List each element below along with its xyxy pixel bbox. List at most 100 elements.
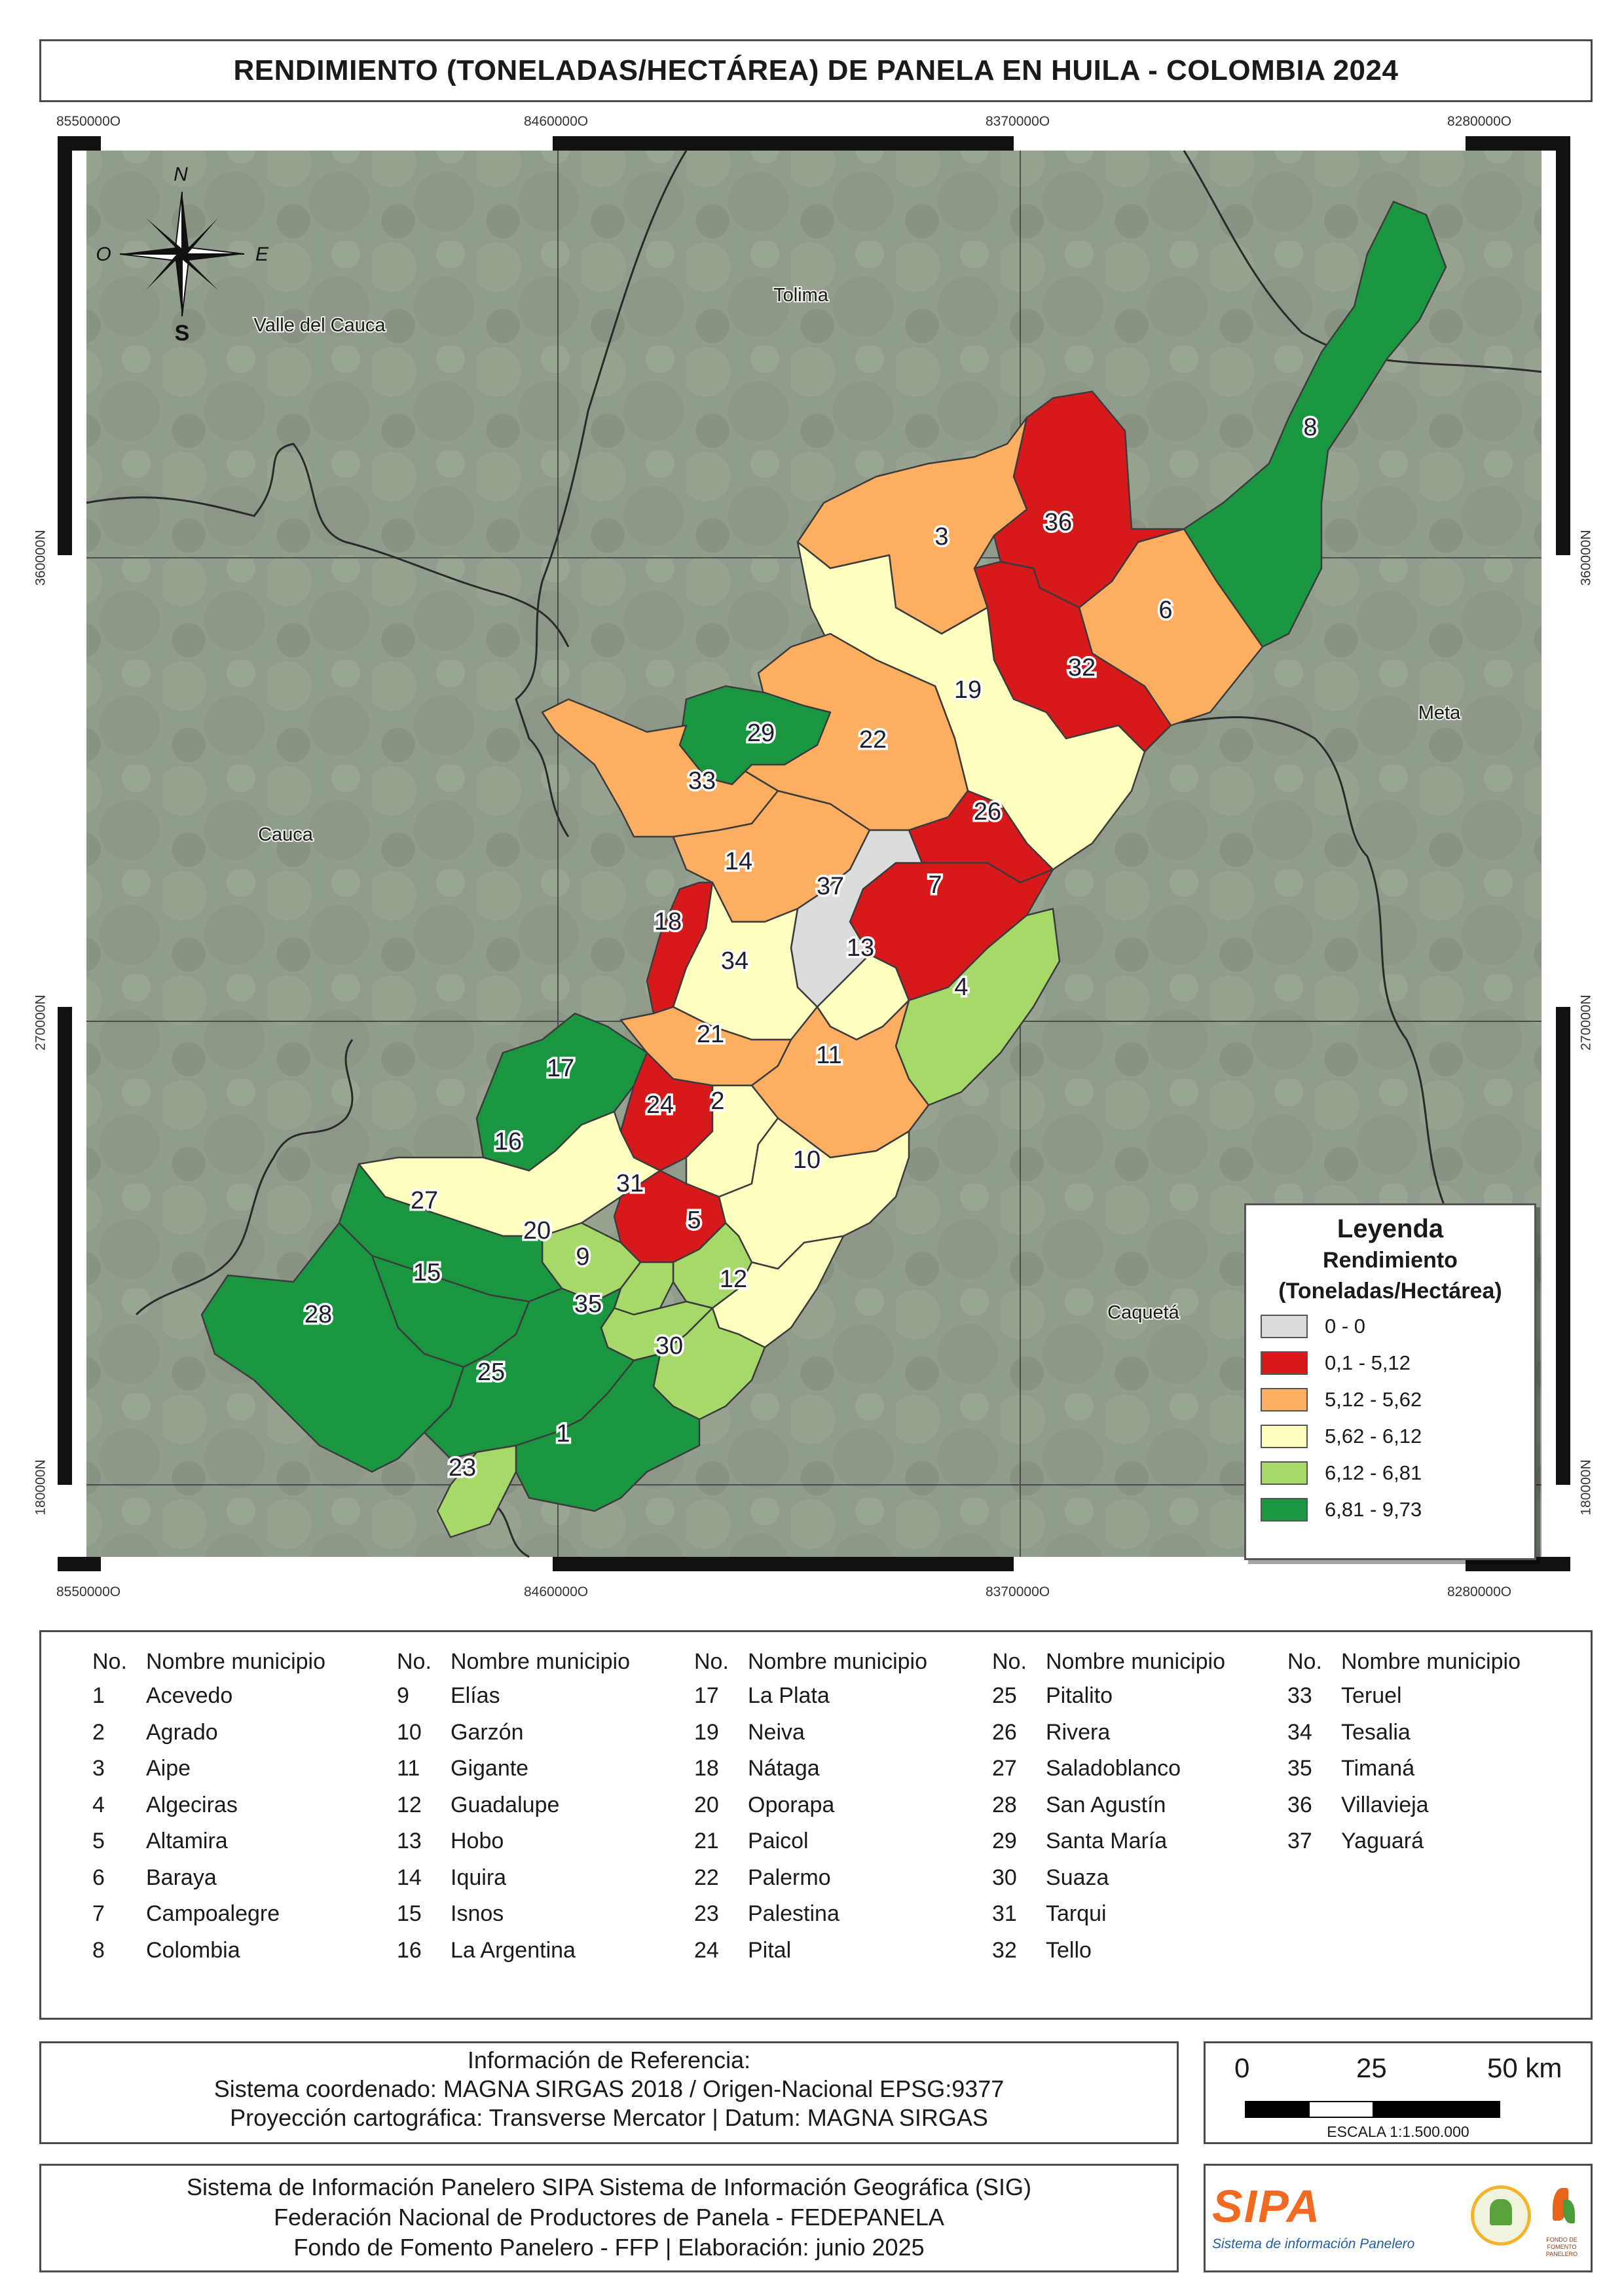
table-row: 3 Aipe bbox=[92, 1756, 191, 1781]
coord-top-2: 8460000O bbox=[524, 114, 589, 129]
dept-label-tolima: Tolima bbox=[773, 285, 829, 306]
label-14: 14 bbox=[725, 848, 752, 875]
table-header: No. Nombre municipio bbox=[694, 1649, 927, 1674]
table-column-1: No. Nombre municipio 1 Acevedo 2 Agrado 3 Ai… bbox=[92, 1645, 325, 1969]
table-row: 17 La Plata bbox=[694, 1683, 830, 1709]
table-row: 22 Palermo bbox=[694, 1865, 831, 1890]
label-25: 25 bbox=[477, 1358, 505, 1386]
coord-bottom-3: 8370000O bbox=[986, 1584, 1050, 1599]
coord-top-4: 8280000O bbox=[1447, 114, 1512, 129]
scale-bar: 0 25 50 km ESCALA 1:1.500.000 bbox=[1204, 2041, 1593, 2144]
label-2: 2 bbox=[710, 1087, 724, 1115]
legend-item-0: 0 - 0 bbox=[1261, 1308, 1534, 1345]
label-29: 29 bbox=[747, 720, 775, 747]
label-34: 34 bbox=[721, 947, 748, 975]
label-36: 36 bbox=[1044, 509, 1072, 536]
label-24: 24 bbox=[646, 1091, 674, 1119]
label-19: 19 bbox=[954, 676, 982, 704]
table-row: 19 Neiva bbox=[694, 1719, 805, 1745]
legend-item-4: 6,12 - 6,81 bbox=[1261, 1455, 1534, 1491]
compass-s: S bbox=[175, 321, 190, 346]
logos: SIPA Sistema de información Panelero FON… bbox=[1204, 2164, 1593, 2272]
fedepanela-seal-icon bbox=[1471, 2185, 1531, 2246]
municipality-1[interactable] bbox=[515, 1353, 701, 1512]
compass-n: N bbox=[174, 164, 188, 185]
coord-top-3: 8370000O bbox=[986, 114, 1050, 129]
credit-line-1: Sistema de Información Panelero SIPA Sis… bbox=[187, 2174, 1031, 2200]
coord-left-2: 270000N bbox=[33, 994, 48, 1051]
legend-label: 0 - 0 bbox=[1325, 1315, 1366, 1338]
table-row: 29 Santa María bbox=[992, 1829, 1168, 1854]
table-row: 34 Tesalia bbox=[1287, 1719, 1411, 1745]
compass-o: O bbox=[96, 244, 111, 265]
legend-swatch bbox=[1261, 1461, 1308, 1485]
reference-crs: Sistema coordenado: MAGNA SIRGAS 2018 / … bbox=[213, 2075, 1005, 2102]
legend-label: 0,1 - 5,12 bbox=[1325, 1351, 1411, 1374]
legend-swatch bbox=[1261, 1388, 1308, 1412]
municipalities bbox=[200, 200, 1447, 1539]
label-20: 20 bbox=[523, 1217, 551, 1245]
reference-info: Información de Referencia: Sistema coord… bbox=[39, 2041, 1179, 2144]
label-27: 27 bbox=[411, 1187, 438, 1214]
label-11: 11 bbox=[816, 1042, 841, 1069]
label-17: 17 bbox=[547, 1055, 574, 1082]
label-9: 9 bbox=[576, 1243, 589, 1271]
label-21: 21 bbox=[697, 1021, 724, 1048]
label-5: 5 bbox=[687, 1207, 701, 1234]
table-row: 14 Iquira bbox=[397, 1865, 507, 1890]
legend-item-5: 6,81 - 9,73 bbox=[1261, 1491, 1534, 1528]
table-column-4: No. Nombre municipio 25 Pitalito 26 Rivera … bbox=[992, 1645, 1225, 1969]
label-26: 26 bbox=[974, 798, 1001, 826]
table-row: 11 Gigante bbox=[397, 1756, 529, 1781]
municipality-table: No. Nombre municipio 1 Acevedo 2 Agrado 3 Ai… bbox=[39, 1630, 1593, 2020]
scale-tick-50: 50 km bbox=[1487, 2052, 1562, 2083]
municipality-23[interactable] bbox=[436, 1444, 517, 1539]
label-6: 6 bbox=[1158, 596, 1172, 624]
table-row: 7 Campoalegre bbox=[92, 1901, 280, 1927]
legend-label: 5,62 - 6,12 bbox=[1325, 1425, 1422, 1448]
label-16: 16 bbox=[494, 1128, 522, 1156]
credits: Sistema de Información Panelero SIPA Sis… bbox=[39, 2164, 1179, 2272]
label-12: 12 bbox=[720, 1266, 747, 1293]
credit-line-2: Federación Nacional de Productores de Pa… bbox=[274, 2204, 944, 2231]
department-boundaries bbox=[86, 150, 1542, 1558]
coord-right-3: 180000N bbox=[1578, 1459, 1594, 1516]
ffp-logo-text: FONDO DE FOMENTO PANELERO bbox=[1545, 2236, 1578, 2257]
table-row: 13 Hobo bbox=[397, 1829, 504, 1854]
municipality-33[interactable] bbox=[541, 698, 779, 838]
dept-label-valle: Valle del Cauca bbox=[254, 315, 386, 336]
table-row: 25 Pitalito bbox=[992, 1683, 1113, 1709]
table-row: 33 Teruel bbox=[1287, 1683, 1402, 1709]
municipality-labels: 8 36 3 6 32 19 29 22 33 26 14 37 7 18 34… bbox=[302, 412, 1320, 1484]
scale-tick-0: 0 bbox=[1234, 2052, 1250, 2083]
municipality-8[interactable] bbox=[1183, 200, 1447, 648]
table-row: 5 Altamira bbox=[92, 1829, 228, 1854]
label-4: 4 bbox=[954, 974, 968, 1001]
municipality-25[interactable] bbox=[423, 1287, 635, 1460]
label-31: 31 bbox=[616, 1170, 644, 1197]
table-row: 26 Rivera bbox=[992, 1719, 1111, 1745]
table-row: 15 Isnos bbox=[397, 1901, 504, 1927]
coord-top-1: 8550000O bbox=[56, 114, 121, 129]
table-header: No. Nombre municipio bbox=[1287, 1649, 1521, 1674]
label-1: 1 bbox=[556, 1420, 570, 1448]
table-row: 23 Palestina bbox=[694, 1901, 840, 1927]
table-row: 20 Oporapa bbox=[694, 1792, 835, 1817]
label-30: 30 bbox=[655, 1332, 683, 1360]
table-column-3: No. Nombre municipio 17 La Plata 19 Neiva 1… bbox=[694, 1645, 927, 1969]
label-15: 15 bbox=[413, 1259, 441, 1286]
legend-label: 6,12 - 6,81 bbox=[1325, 1461, 1422, 1484]
table-row: 8 Colombia bbox=[92, 1937, 240, 1963]
table-header: No. Nombre municipio bbox=[397, 1649, 630, 1674]
table-row: 2 Agrado bbox=[92, 1719, 218, 1745]
table-column-5: No. Nombre municipio 33 Teruel 34 Tesalia 3… bbox=[1287, 1645, 1521, 1860]
table-row: 4 Algeciras bbox=[92, 1792, 238, 1817]
coord-right-2: 270000N bbox=[1578, 994, 1594, 1051]
label-18: 18 bbox=[654, 908, 682, 936]
table-row: 31 Tarqui bbox=[992, 1901, 1107, 1927]
legend-label: 5,12 - 5,62 bbox=[1325, 1388, 1422, 1411]
map-title: RENDIMIENTO (TONELADAS/HECTÁREA) DE PANE… bbox=[233, 54, 1399, 86]
table-row: 6 Baraya bbox=[92, 1865, 217, 1890]
legend-swatch bbox=[1261, 1315, 1308, 1338]
label-13: 13 bbox=[847, 934, 874, 962]
